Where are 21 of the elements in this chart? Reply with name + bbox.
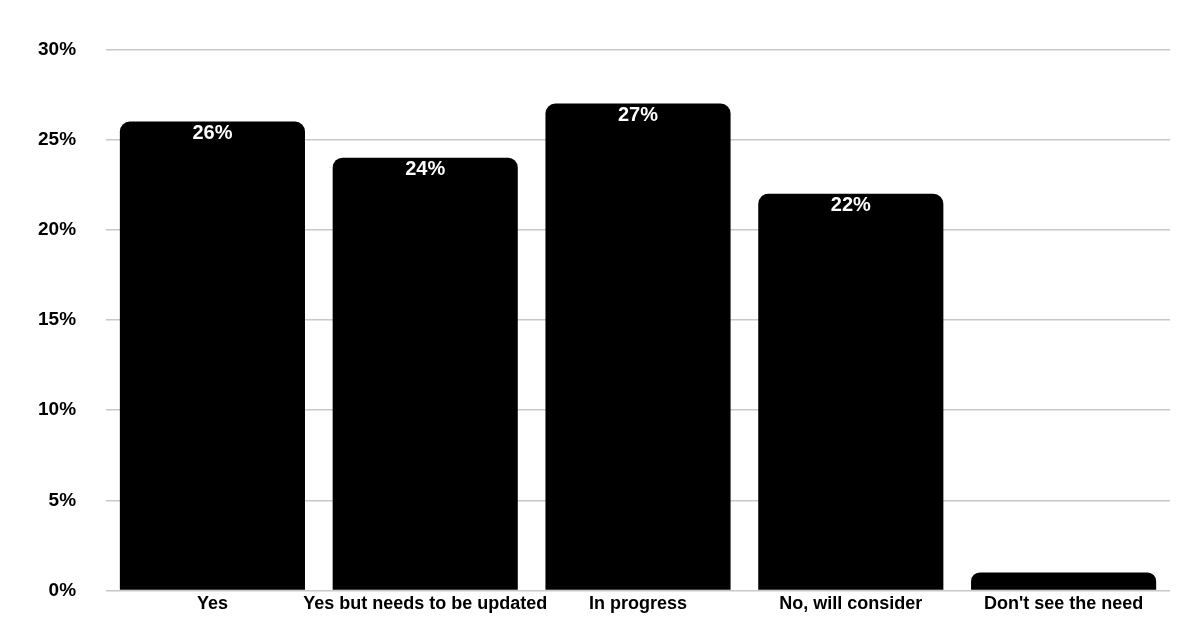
bar [545, 103, 731, 590]
bar [758, 193, 944, 590]
y-tick-label: 0% [48, 578, 77, 600]
data-label: 24% [405, 157, 446, 180]
y-tick-label: 30% [38, 37, 77, 59]
x-tick-label: No, will consider [779, 593, 923, 614]
bar [332, 157, 518, 590]
bar [119, 121, 305, 590]
data-label: 22% [830, 193, 872, 216]
data-label: 27% [618, 103, 659, 126]
x-tick-label: Yes but needs to be updated [303, 593, 548, 614]
x-tick-label: Yes [196, 593, 228, 614]
x-tick-label: Don't see the need [983, 593, 1144, 614]
data-label: 26% [192, 121, 233, 144]
bar [971, 572, 1157, 590]
x-tick-label: In progress [589, 593, 688, 614]
y-tick-label: 5% [48, 488, 77, 510]
y-tick-label: 10% [38, 398, 77, 420]
y-tick-label: 15% [38, 308, 77, 330]
y-tick-label: 20% [38, 218, 77, 240]
y-tick-label: 25% [38, 127, 77, 149]
